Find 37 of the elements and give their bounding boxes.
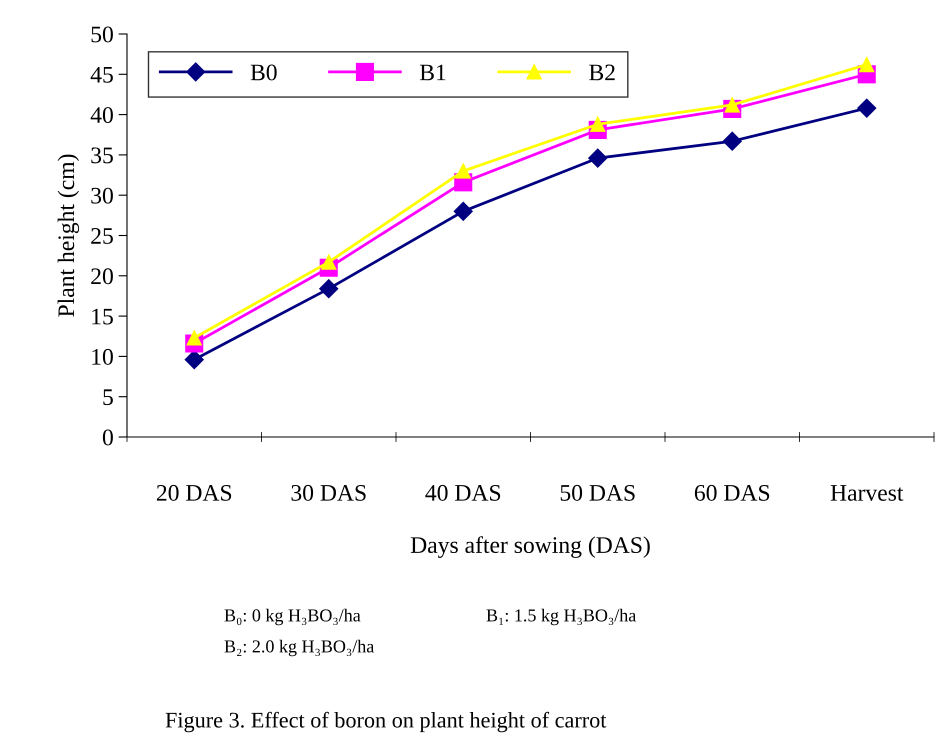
text: B₀: 0 kg H₃BO₃/ha bbox=[224, 608, 360, 626]
y-tick-label: 0 bbox=[102, 429, 113, 446]
point bbox=[590, 116, 606, 132]
y-tick-label: 40 bbox=[90, 107, 113, 124]
point bbox=[456, 163, 471, 179]
legend-label: B1 bbox=[420, 64, 446, 80]
y-tick-label: 50 bbox=[92, 26, 113, 42]
y-tick-label: 10 bbox=[92, 348, 113, 365]
y-tick-label: 45 bbox=[90, 66, 113, 83]
text: B₂: 2.0 kg H₃BO₃/ha bbox=[224, 640, 374, 656]
point bbox=[186, 330, 202, 346]
point bbox=[722, 132, 742, 151]
x-tick-label: 40 DAS bbox=[425, 484, 500, 501]
point bbox=[724, 97, 740, 113]
caption: Figure 3. Effect of boron on plant height of carrot bbox=[166, 712, 606, 732]
point bbox=[319, 279, 338, 298]
x-tick-label: 50 DAS bbox=[560, 484, 635, 501]
point bbox=[454, 202, 473, 221]
x-axis-title: Days after sowing (DAS) bbox=[410, 536, 650, 558]
x-tick-label: Harvest bbox=[830, 485, 904, 501]
y-axis-title: Plant height (cm) bbox=[58, 154, 80, 317]
legend-label: B0 bbox=[250, 64, 277, 80]
y-tick-label: 25 bbox=[91, 228, 113, 244]
y-tick-label: 5 bbox=[103, 389, 113, 406]
y-tick-label: 15 bbox=[92, 308, 113, 325]
point bbox=[857, 98, 876, 118]
y-tick-label: 35 bbox=[91, 147, 113, 164]
y-tick-label: 20 bbox=[91, 268, 113, 284]
text: B₁: 1.5 kg H₃BO₃/ha bbox=[486, 608, 636, 626]
x-tick-label: 20 DAS bbox=[156, 484, 232, 501]
x-tick-label: 60 DAS bbox=[694, 484, 770, 501]
y-tick-label: 30 bbox=[91, 188, 113, 204]
legend-label: B2 bbox=[589, 64, 615, 80]
point bbox=[859, 56, 874, 72]
point bbox=[321, 254, 336, 270]
point bbox=[588, 148, 608, 168]
x-tick-label: 30 DAS bbox=[292, 484, 366, 501]
